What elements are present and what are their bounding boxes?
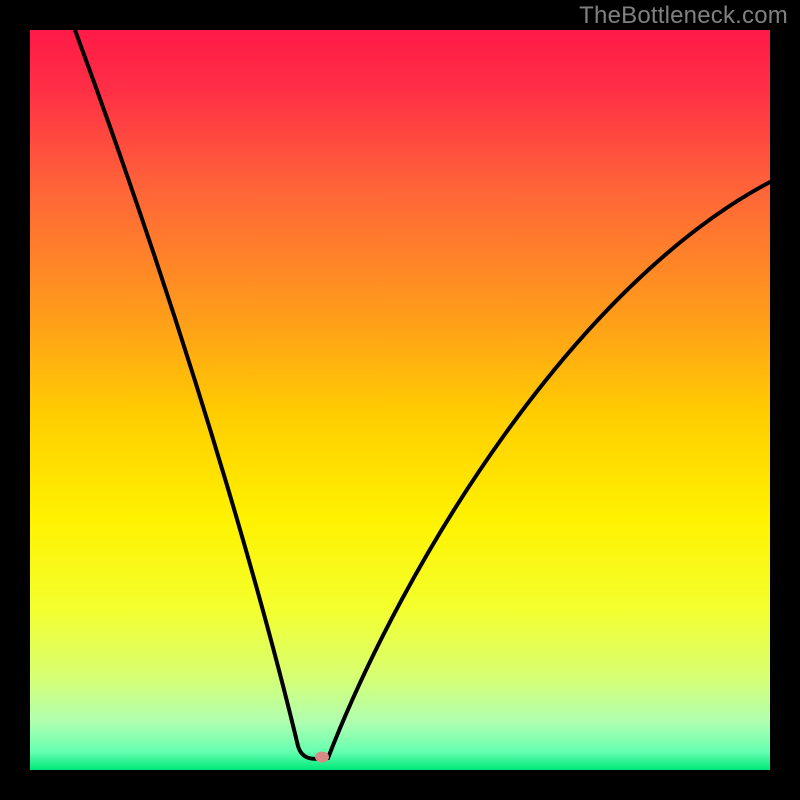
chart-frame xyxy=(0,0,800,800)
curve-layer xyxy=(30,30,770,770)
watermark-text: TheBottleneck.com xyxy=(579,2,788,30)
gradient-background xyxy=(30,30,770,770)
plot-area xyxy=(30,30,770,770)
optimal-point-marker xyxy=(315,752,329,763)
